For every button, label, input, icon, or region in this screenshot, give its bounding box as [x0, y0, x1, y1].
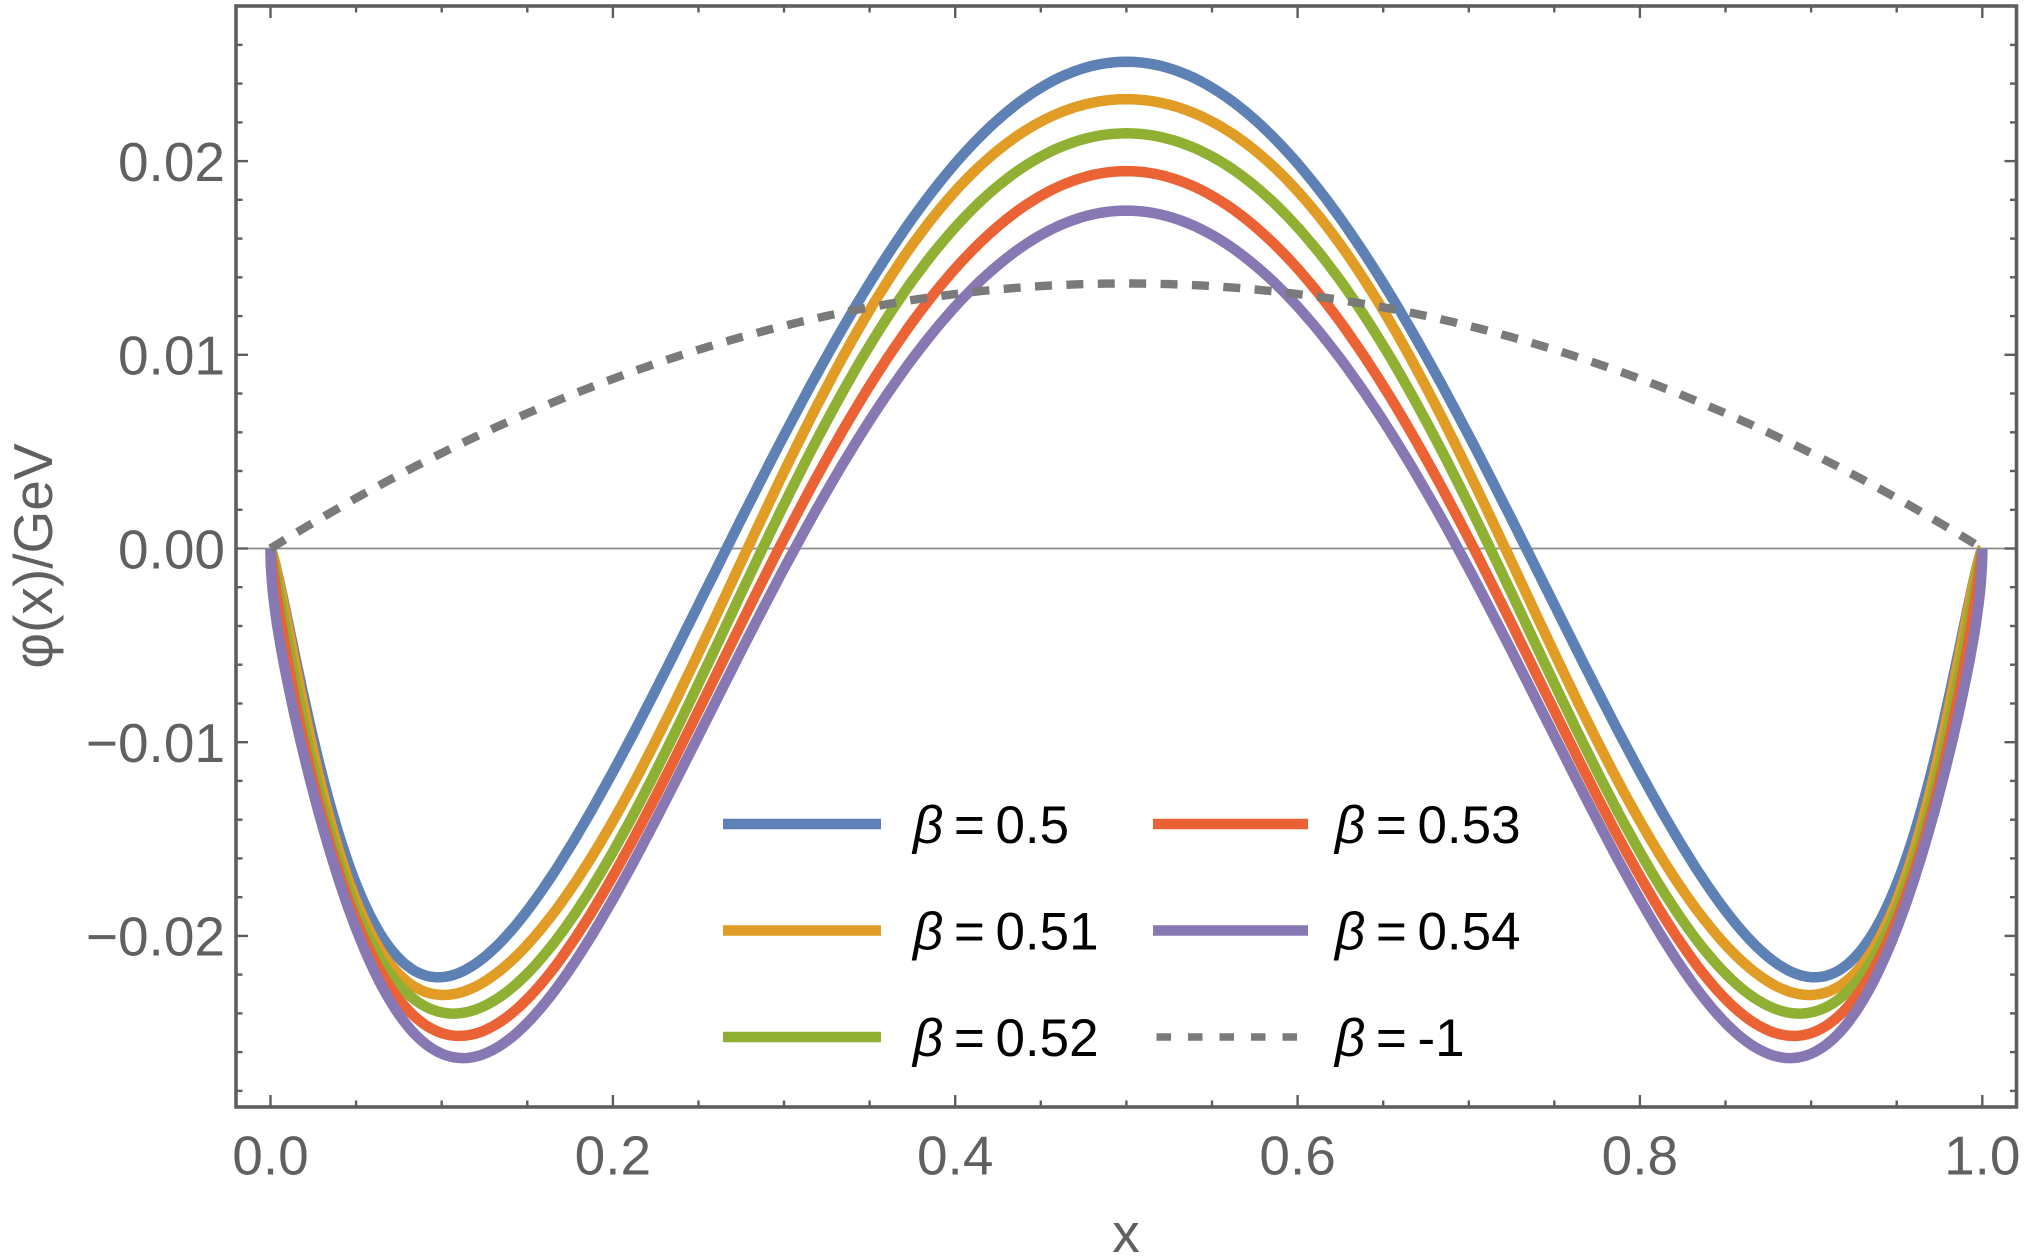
- svg-text:β = 0.52: β = 0.52: [911, 1009, 1099, 1068]
- svg-text:0.02: 0.02: [118, 131, 225, 193]
- svg-text:β = 0.5: β = 0.5: [911, 796, 1069, 855]
- svg-text:−0.02: −0.02: [86, 906, 225, 968]
- svg-text:0.01: 0.01: [118, 325, 225, 387]
- svg-text:x: x: [1112, 1202, 1140, 1258]
- svg-text:0.4: 0.4: [917, 1125, 993, 1187]
- svg-text:1.0: 1.0: [1944, 1125, 2020, 1187]
- svg-text:0.6: 0.6: [1259, 1125, 1335, 1187]
- svg-text:0.2: 0.2: [575, 1125, 651, 1187]
- svg-text:β = -1: β = -1: [1333, 1009, 1465, 1068]
- svg-text:−0.01: −0.01: [86, 712, 225, 774]
- svg-text:0.00: 0.00: [118, 518, 225, 580]
- svg-text:φ(x)/GeV: φ(x)/GeV: [2, 443, 64, 668]
- svg-text:β = 0.54: β = 0.54: [1333, 903, 1521, 962]
- svg-text:β = 0.53: β = 0.53: [1333, 796, 1521, 855]
- svg-text:0.0: 0.0: [232, 1125, 308, 1187]
- svg-text:β = 0.51: β = 0.51: [911, 903, 1099, 962]
- svg-text:0.8: 0.8: [1602, 1125, 1678, 1187]
